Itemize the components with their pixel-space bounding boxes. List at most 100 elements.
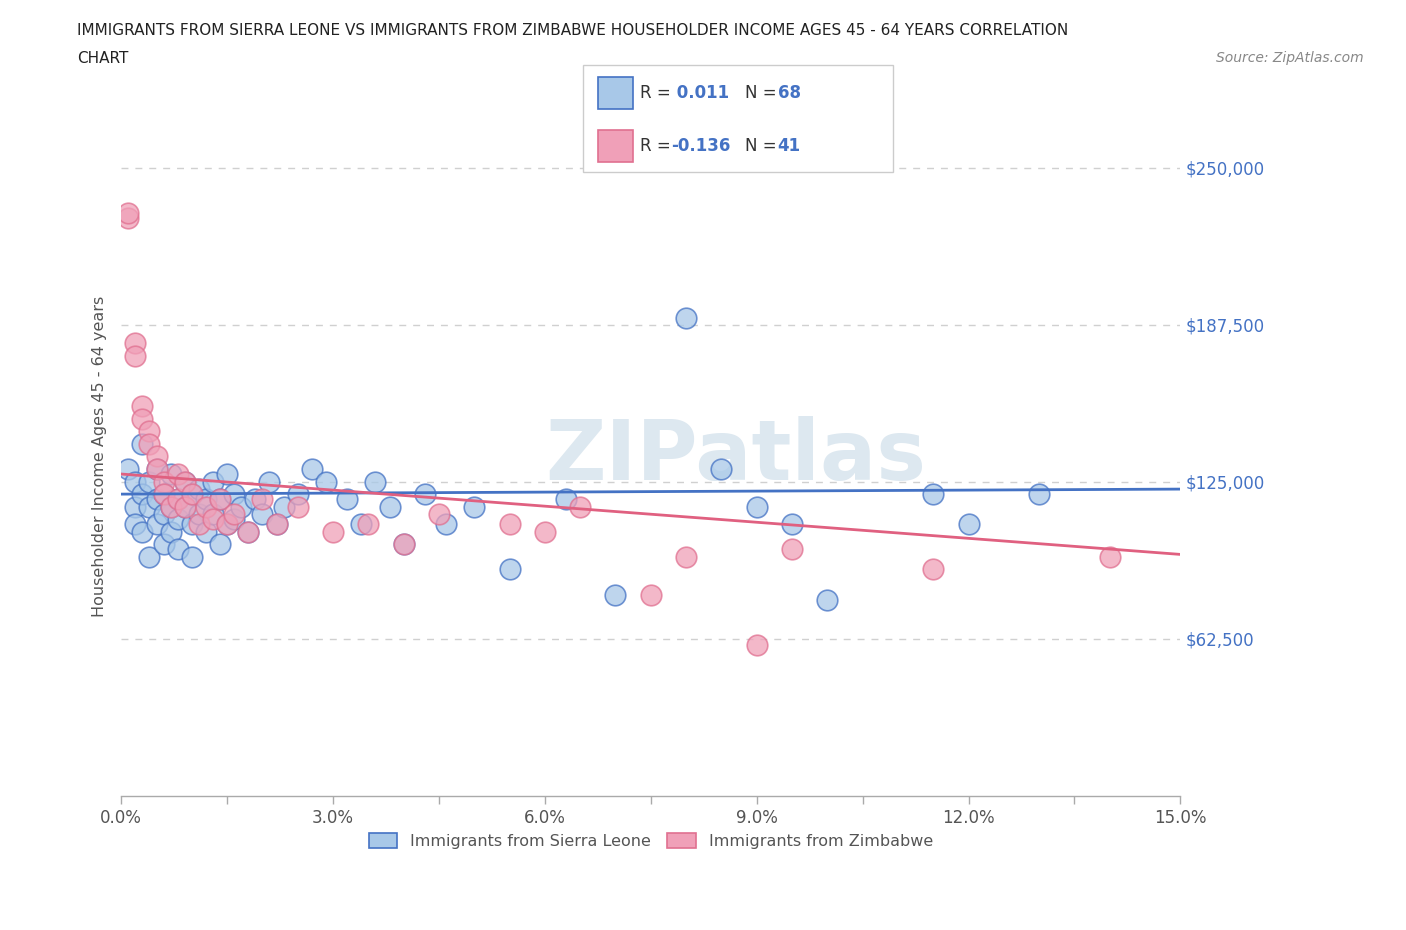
Point bbox=[287, 499, 309, 514]
Point bbox=[1098, 550, 1121, 565]
Point bbox=[166, 492, 188, 507]
Point bbox=[605, 587, 627, 602]
Point bbox=[194, 499, 217, 514]
Text: IMMIGRANTS FROM SIERRA LEONE VS IMMIGRANTS FROM ZIMBABWE HOUSEHOLDER INCOME AGES: IMMIGRANTS FROM SIERRA LEONE VS IMMIGRAN… bbox=[77, 23, 1069, 38]
Point bbox=[364, 474, 387, 489]
Point bbox=[336, 492, 359, 507]
Point bbox=[957, 517, 980, 532]
Point bbox=[238, 525, 260, 539]
Text: 0.011: 0.011 bbox=[671, 84, 728, 101]
Point bbox=[569, 499, 592, 514]
Point bbox=[152, 537, 174, 551]
Point bbox=[124, 517, 146, 532]
Point bbox=[173, 474, 195, 489]
Point bbox=[152, 486, 174, 501]
Point bbox=[238, 525, 260, 539]
Point bbox=[180, 517, 202, 532]
Point bbox=[301, 461, 323, 476]
Y-axis label: Householder Income Ages 45 - 64 years: Householder Income Ages 45 - 64 years bbox=[93, 296, 107, 618]
Point bbox=[209, 537, 232, 551]
Point bbox=[124, 349, 146, 364]
Point bbox=[187, 482, 209, 497]
Text: N =: N = bbox=[745, 84, 782, 101]
Point bbox=[675, 311, 697, 325]
Point bbox=[180, 486, 202, 501]
Point bbox=[131, 525, 153, 539]
Point bbox=[194, 525, 217, 539]
Point bbox=[209, 492, 232, 507]
Point bbox=[259, 474, 281, 489]
Point bbox=[202, 474, 225, 489]
Point bbox=[413, 486, 436, 501]
Text: ZIPatlas: ZIPatlas bbox=[546, 416, 927, 497]
Point bbox=[152, 486, 174, 501]
Point bbox=[138, 424, 160, 439]
Point bbox=[187, 517, 209, 532]
Point bbox=[745, 637, 768, 652]
Point bbox=[152, 507, 174, 522]
Point bbox=[252, 507, 274, 522]
Point bbox=[202, 512, 225, 526]
Point bbox=[675, 550, 697, 565]
Point bbox=[173, 499, 195, 514]
Point bbox=[145, 461, 167, 476]
Point bbox=[710, 461, 733, 476]
Point bbox=[166, 492, 188, 507]
Point bbox=[287, 486, 309, 501]
Point bbox=[166, 542, 188, 557]
Point bbox=[180, 550, 202, 565]
Point bbox=[145, 517, 167, 532]
Point bbox=[124, 336, 146, 351]
Legend: Immigrants from Sierra Leone, Immigrants from Zimbabwe: Immigrants from Sierra Leone, Immigrants… bbox=[363, 827, 939, 856]
Point bbox=[209, 492, 232, 507]
Point bbox=[245, 492, 267, 507]
Point bbox=[1028, 486, 1050, 501]
Point bbox=[180, 486, 202, 501]
Point bbox=[131, 486, 153, 501]
Point bbox=[224, 507, 246, 522]
Point bbox=[555, 492, 578, 507]
Point bbox=[252, 492, 274, 507]
Point bbox=[780, 517, 803, 532]
Text: 68: 68 bbox=[778, 84, 800, 101]
Point bbox=[138, 436, 160, 451]
Text: -0.136: -0.136 bbox=[671, 138, 730, 155]
Point bbox=[392, 537, 415, 551]
Point bbox=[350, 517, 373, 532]
Point bbox=[194, 492, 217, 507]
Point bbox=[224, 512, 246, 526]
Point bbox=[138, 474, 160, 489]
Point bbox=[463, 499, 485, 514]
Text: CHART: CHART bbox=[77, 51, 129, 66]
Point bbox=[815, 592, 838, 607]
Point bbox=[159, 499, 181, 514]
Point bbox=[224, 486, 246, 501]
Point bbox=[145, 461, 167, 476]
Point bbox=[498, 562, 520, 577]
Point bbox=[138, 550, 160, 565]
Point bbox=[159, 499, 181, 514]
Point bbox=[152, 474, 174, 489]
Point bbox=[745, 499, 768, 514]
Point bbox=[202, 507, 225, 522]
Point bbox=[266, 517, 288, 532]
Point bbox=[159, 525, 181, 539]
Point bbox=[117, 210, 139, 225]
Point bbox=[131, 436, 153, 451]
Point bbox=[159, 467, 181, 482]
Point bbox=[392, 537, 415, 551]
Point bbox=[173, 499, 195, 514]
Point bbox=[131, 399, 153, 414]
Point bbox=[117, 206, 139, 220]
Point bbox=[322, 525, 344, 539]
Point bbox=[378, 499, 401, 514]
Point bbox=[166, 467, 188, 482]
Point bbox=[640, 587, 662, 602]
Point bbox=[217, 467, 239, 482]
Point bbox=[922, 486, 945, 501]
Point bbox=[434, 517, 457, 532]
Point bbox=[315, 474, 337, 489]
Text: Source: ZipAtlas.com: Source: ZipAtlas.com bbox=[1216, 51, 1364, 65]
Text: R =: R = bbox=[640, 84, 676, 101]
Text: N =: N = bbox=[745, 138, 782, 155]
